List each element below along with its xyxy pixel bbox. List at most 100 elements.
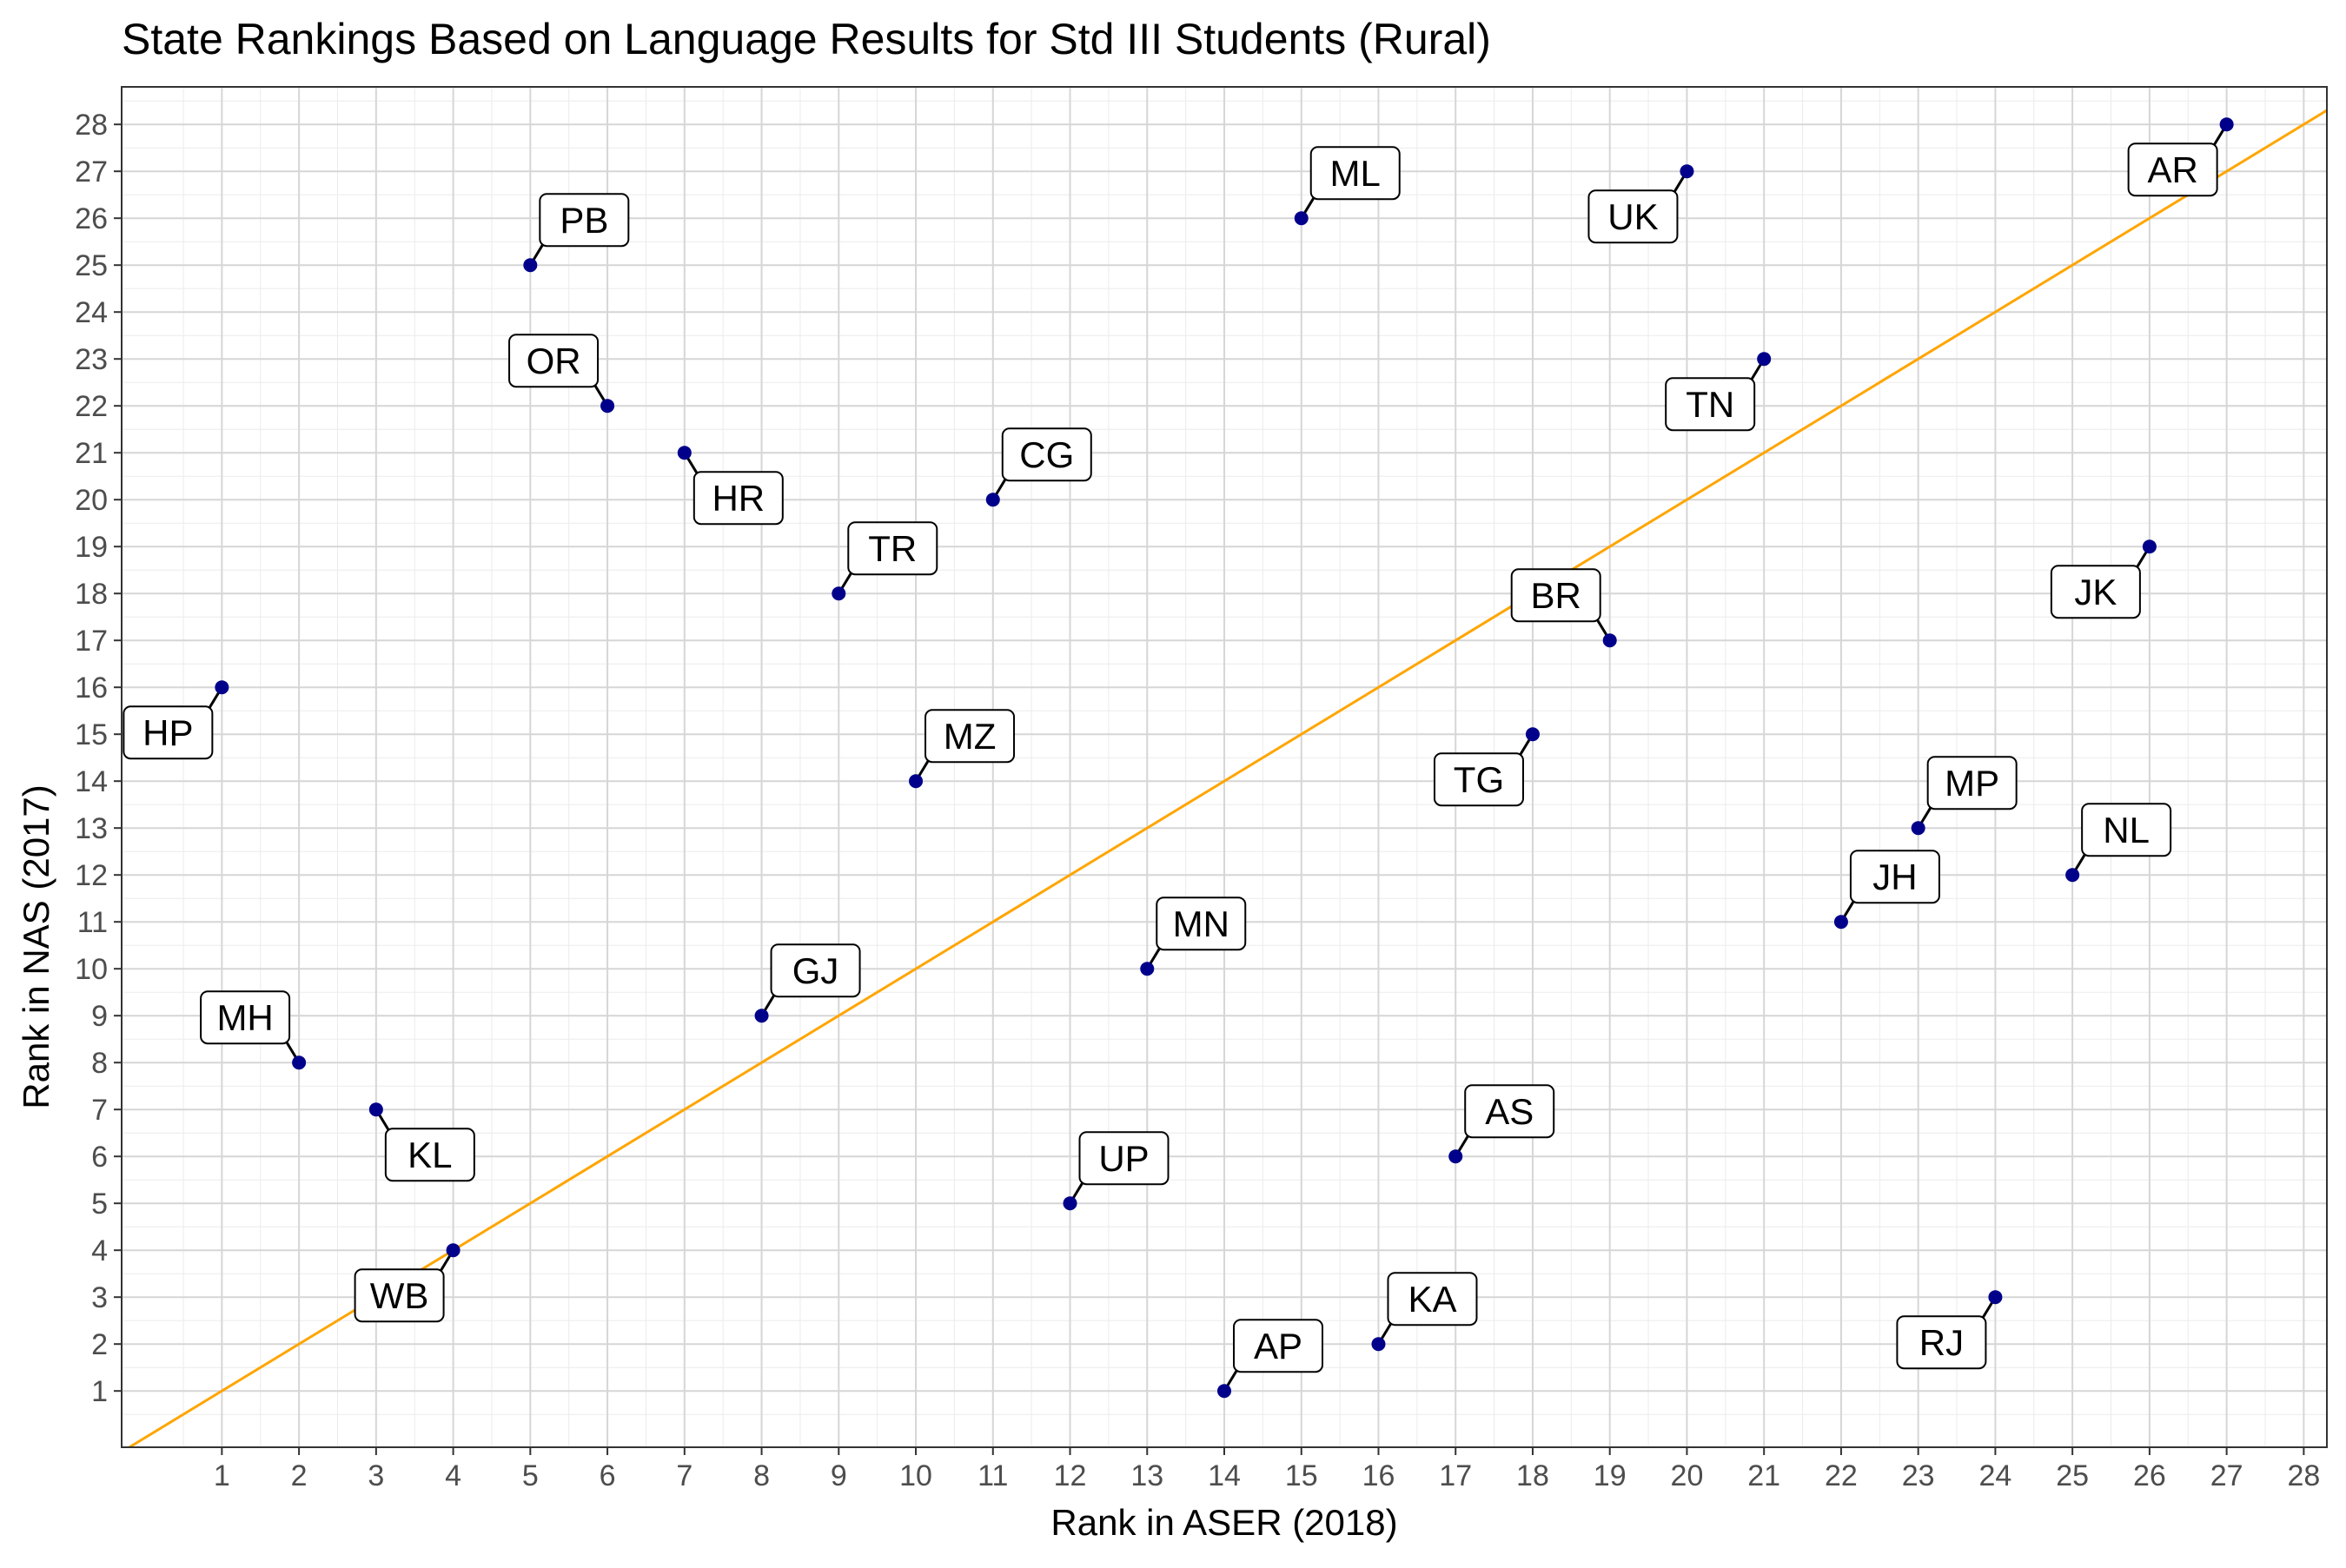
point-label-box — [1849, 850, 1940, 904]
point-label-box — [354, 1268, 445, 1323]
point-label-box — [1309, 146, 1401, 201]
point-label-box — [1156, 896, 1247, 951]
data-point — [1525, 727, 1540, 742]
point-label-text: HR — [712, 478, 765, 519]
point-label-text: GJ — [792, 950, 839, 991]
x-tick-label: 19 — [1594, 1459, 1627, 1492]
point-label: HP — [123, 705, 214, 760]
point-label-box — [2081, 803, 2172, 857]
point-label: KL — [384, 1128, 475, 1182]
point-label-text: RJ — [1919, 1322, 1964, 1363]
x-axis-title: Rank in ASER (2018) — [1050, 1502, 1397, 1543]
point-label-text: NL — [2103, 810, 2150, 850]
point-label: TG — [1433, 752, 1524, 807]
point-label-box — [770, 943, 861, 998]
data-point — [1448, 1149, 1463, 1164]
y-tick-label: 9 — [91, 1000, 108, 1033]
point-label-box — [1464, 1084, 1555, 1139]
point-label-box — [1233, 1319, 1323, 1373]
point-label-box — [1926, 756, 2018, 810]
x-tick-label: 4 — [445, 1459, 461, 1492]
x-tick-label: 7 — [676, 1459, 693, 1492]
x-tick-label: 18 — [1516, 1459, 1549, 1492]
data-point — [909, 774, 924, 789]
data-point — [2065, 868, 2080, 883]
data-point — [1294, 211, 1309, 226]
point-label: TN — [1665, 377, 1756, 432]
point-label: AP — [1233, 1319, 1323, 1373]
point-label: MH — [200, 990, 291, 1045]
x-tick-label: 2 — [291, 1459, 308, 1492]
y-tick-label: 19 — [75, 531, 108, 564]
data-point — [1988, 1290, 2003, 1305]
point-label-box — [1665, 377, 1756, 432]
y-tick-label: 3 — [91, 1281, 108, 1314]
point-label-text: AR — [2147, 149, 2197, 190]
data-point — [1911, 821, 1925, 836]
y-tick-label: 22 — [75, 390, 108, 423]
point-label-text: CG — [1019, 434, 1074, 475]
point-label-box — [1001, 427, 1092, 482]
point-label-text: JK — [2074, 572, 2117, 612]
point-label-text: OR — [527, 341, 581, 381]
point-label: WB — [354, 1268, 445, 1323]
x-tick-label: 6 — [600, 1459, 616, 1492]
point-labels: HP MH KL WB PB OR HR GJ TR MZ CG UP MN AP ML KA AS TG BR UK… — [123, 142, 2218, 1373]
x-tick-label: 26 — [2133, 1459, 2166, 1492]
x-tick-label: 15 — [1285, 1459, 1318, 1492]
x-tick-label: 12 — [1054, 1459, 1087, 1492]
x-tick-label: 25 — [2056, 1459, 2089, 1492]
point-label-text: AP — [1254, 1326, 1302, 1366]
point-label-text: MN — [1173, 903, 1229, 944]
point-label-text: MZ — [944, 716, 997, 757]
point-label-box — [847, 521, 938, 576]
y-tick-label: 8 — [91, 1047, 108, 1080]
y-tick-label: 21 — [75, 437, 108, 470]
data-point — [677, 446, 692, 460]
point-label-box — [924, 709, 1016, 764]
point-label: UK — [1587, 189, 1679, 244]
y-tick-label: 28 — [75, 109, 108, 142]
y-axis-title: Rank in NAS (2017) — [16, 784, 56, 1109]
data-point — [1680, 164, 1694, 179]
point-label-text: WB — [370, 1275, 429, 1316]
point-label-box — [1587, 189, 1679, 244]
y-tick-label: 17 — [75, 625, 108, 658]
x-tick-label: 8 — [753, 1459, 770, 1492]
point-label-text: PB — [560, 200, 608, 241]
y-tick-label: 5 — [91, 1188, 108, 1221]
data-point — [1140, 962, 1155, 976]
point-label-text: UP — [1098, 1138, 1149, 1179]
y-tick-label: 11 — [77, 906, 108, 939]
reference-line-layer — [129, 109, 2328, 1449]
data-point — [1602, 633, 1617, 648]
point-label-text: MP — [1945, 763, 1999, 804]
data-point — [2142, 539, 2157, 554]
y-tick-label: 27 — [75, 155, 108, 189]
y-tick-label: 6 — [91, 1141, 108, 1174]
x-tick-label: 27 — [2210, 1459, 2243, 1492]
point-label: MN — [1156, 896, 1247, 951]
y-axis-ticks: 1234567891011121314151617181920212223242… — [75, 109, 122, 1408]
point-label: PB — [539, 193, 630, 248]
point-label: MP — [1926, 756, 2018, 810]
data-point — [292, 1055, 307, 1070]
data-point — [2219, 117, 2234, 132]
point-label-text: TN — [1686, 384, 1734, 425]
point-label: ML — [1309, 146, 1401, 201]
point-label-text: KA — [1408, 1279, 1456, 1320]
point-label-text: HP — [142, 712, 193, 753]
x-tick-label: 3 — [368, 1459, 384, 1492]
x-tick-label: 16 — [1362, 1459, 1395, 1492]
point-label: CG — [1001, 427, 1092, 482]
y-tick-label: 23 — [75, 343, 108, 376]
y-tick-label: 4 — [91, 1234, 108, 1267]
data-point — [1217, 1384, 1231, 1399]
reference-line — [129, 109, 2328, 1449]
data-point — [523, 258, 538, 273]
point-label: KA — [1387, 1272, 1478, 1327]
point-label-text: MH — [216, 997, 273, 1038]
point-label-box — [2050, 565, 2141, 619]
y-tick-label: 13 — [75, 812, 108, 845]
